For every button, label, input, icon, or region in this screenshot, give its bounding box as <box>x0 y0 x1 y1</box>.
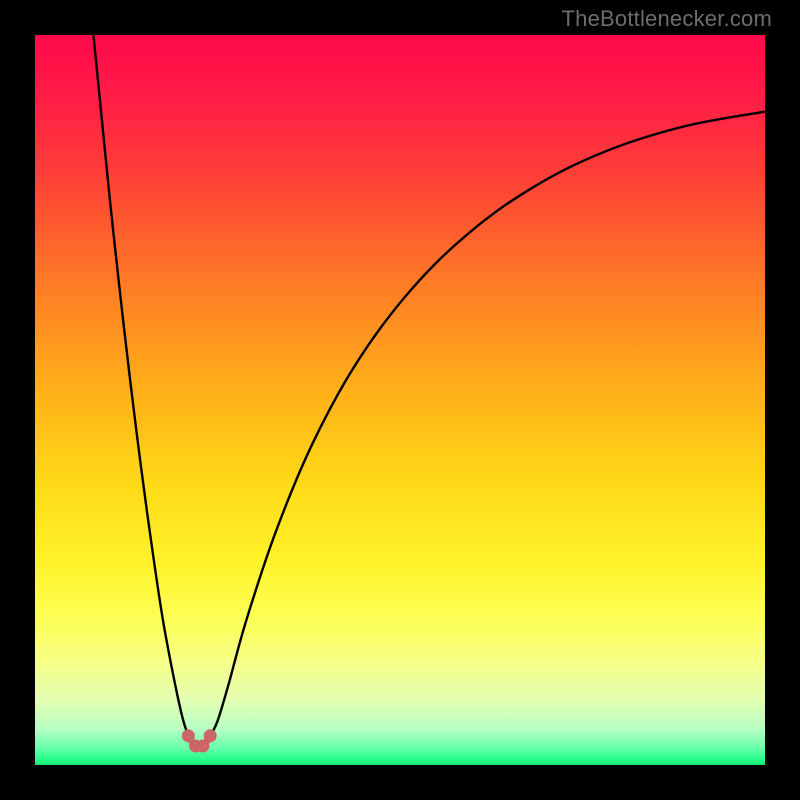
plot-area <box>33 33 767 767</box>
bottleneck-chart <box>0 0 800 800</box>
watermark-text: TheBottlenecker.com <box>562 6 772 32</box>
valley-marker-dot <box>204 729 217 742</box>
chart-stage: TheBottlenecker.com <box>0 0 800 800</box>
gradient-background <box>35 35 765 765</box>
